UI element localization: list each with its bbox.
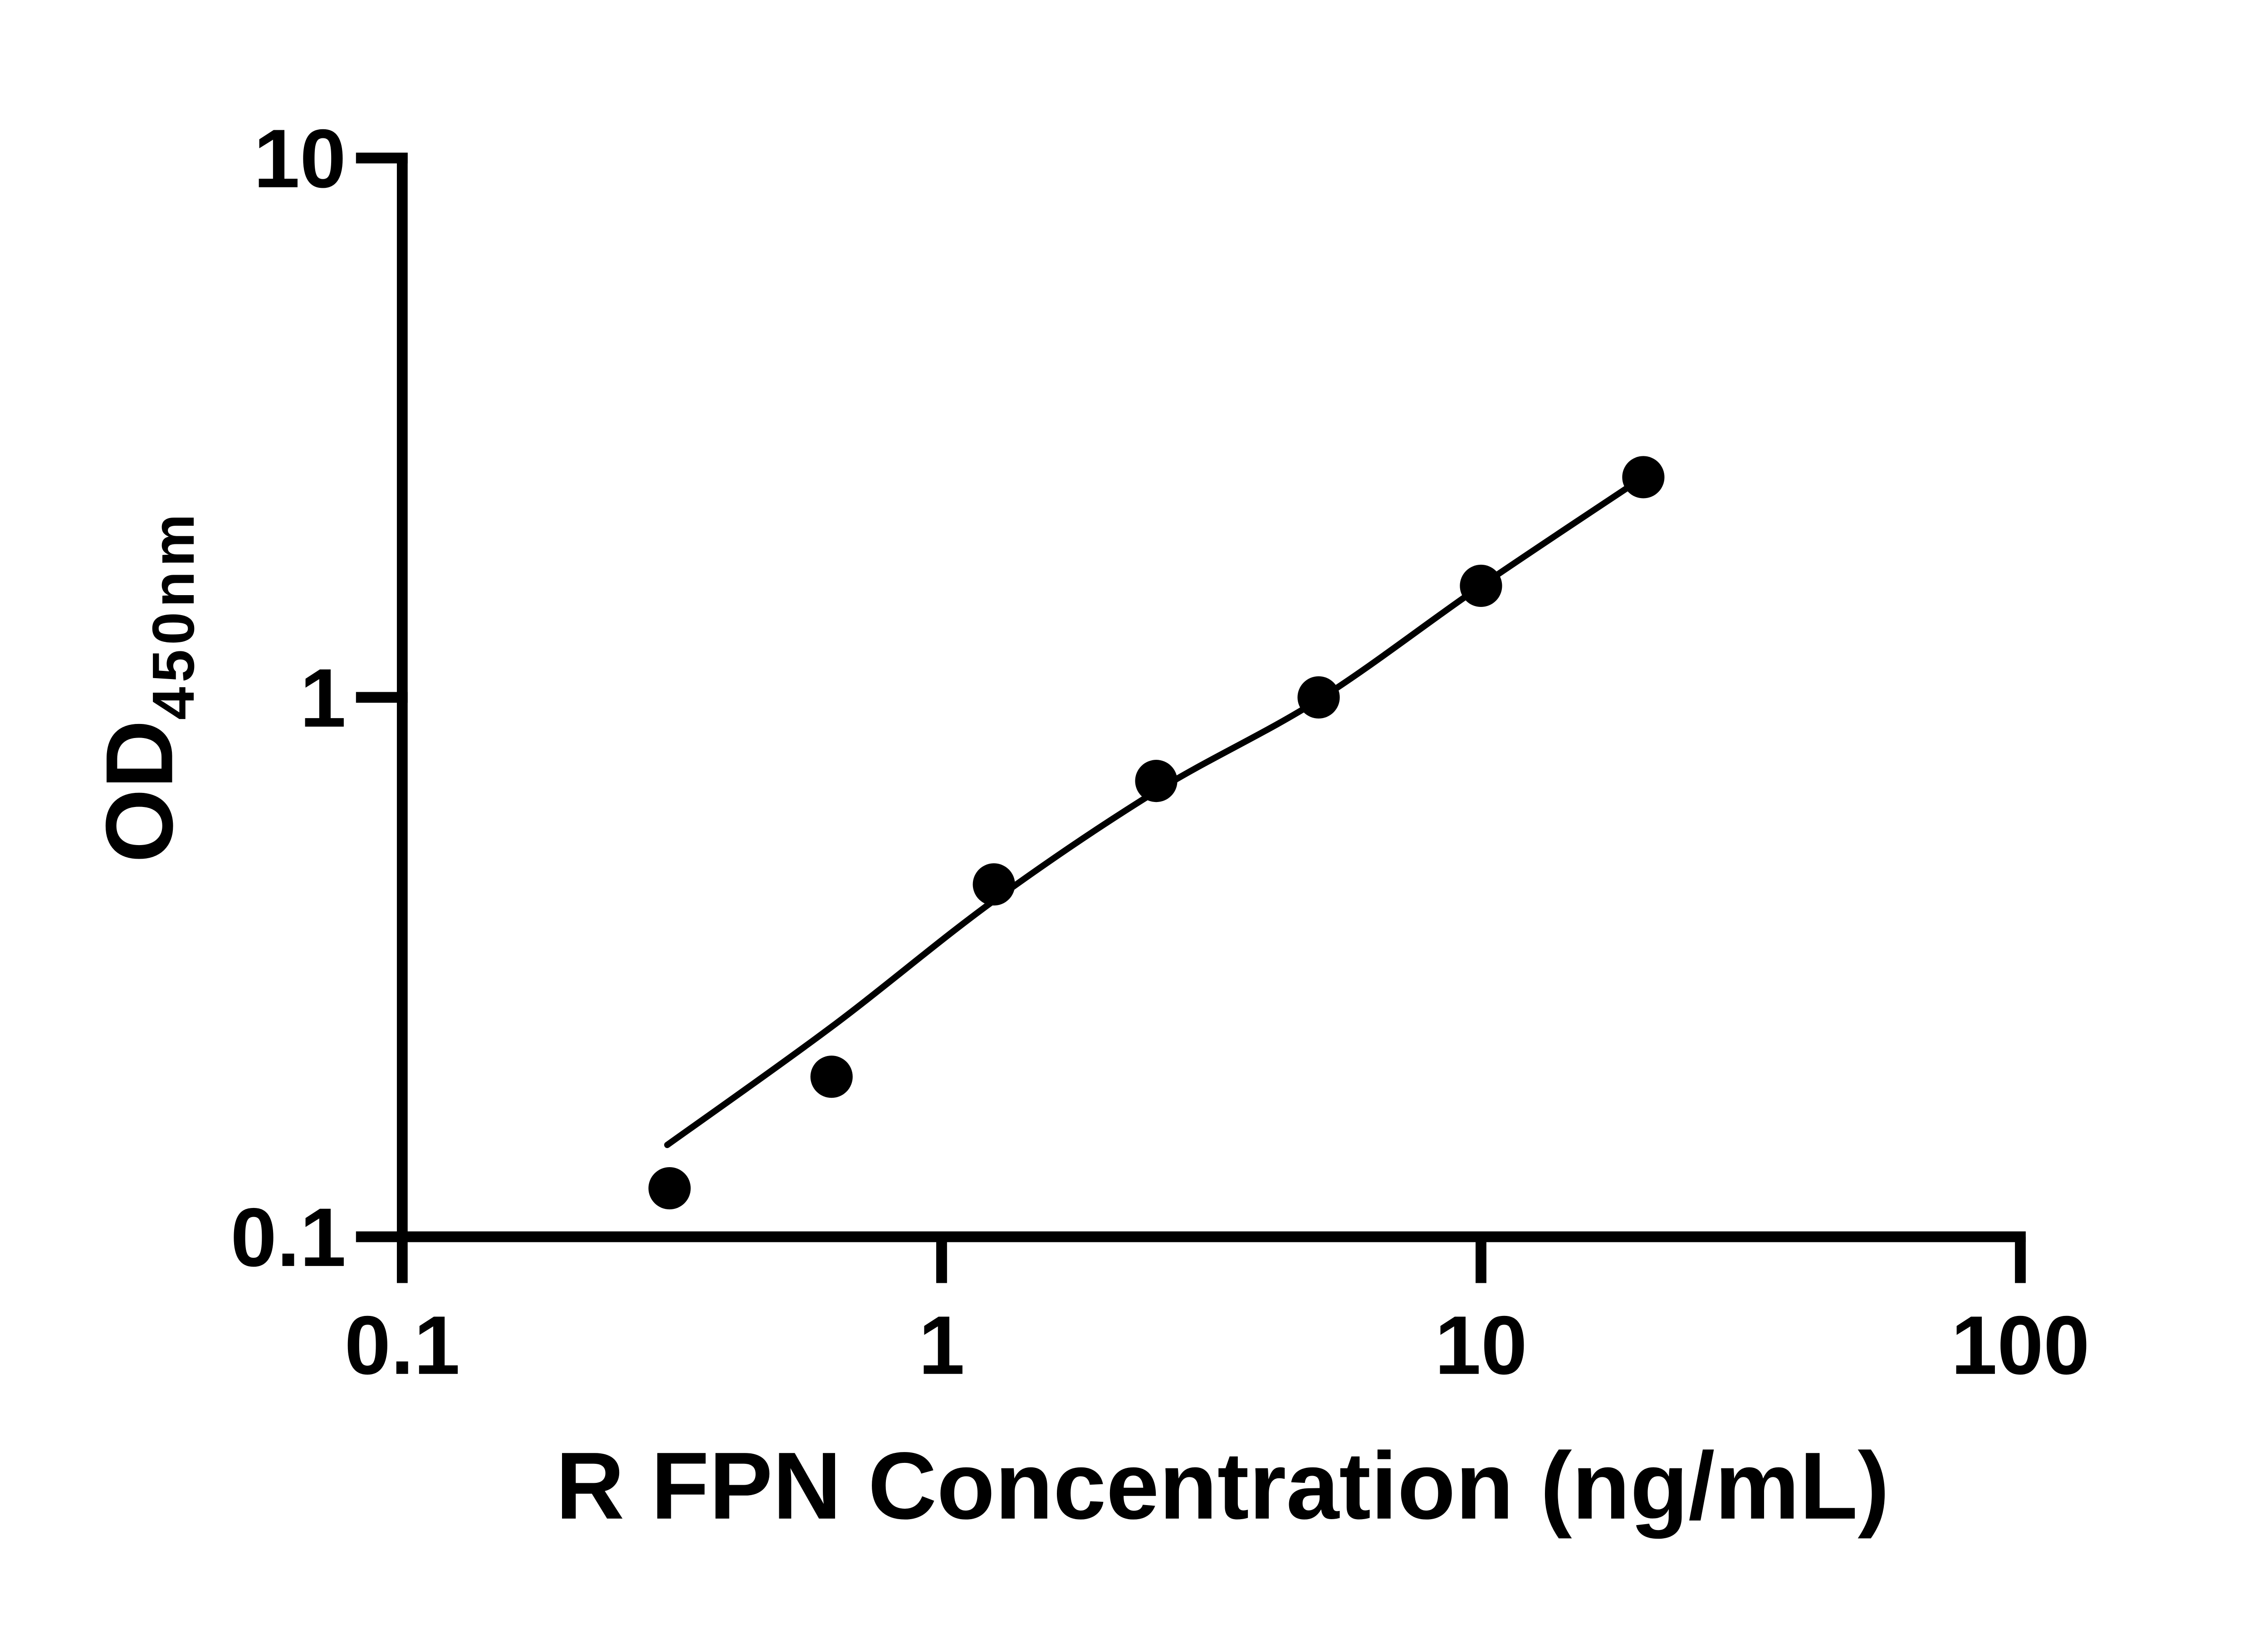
- y-axis-title-main: OD: [86, 720, 193, 863]
- y-axis-title-subscript: 450nm: [140, 509, 206, 720]
- x-axis-title: R FPN Concentration (ng/mL): [556, 1433, 1889, 1539]
- data-point: [810, 1056, 853, 1098]
- data-point: [1297, 676, 1340, 719]
- x-tick-label: 1: [919, 1299, 965, 1392]
- x-tick-label: 0.1: [344, 1299, 460, 1392]
- data-point: [1135, 760, 1178, 802]
- axes: [356, 152, 2026, 1283]
- data-point: [973, 863, 1015, 906]
- data-point: [648, 1167, 691, 1210]
- y-tick-label: 0.1: [230, 1191, 346, 1284]
- data-series: [648, 456, 1665, 1210]
- tick-labels: 0.1 1 10 0.1 1 10 100: [230, 112, 2090, 1392]
- x-tick-label: 100: [1951, 1299, 2090, 1392]
- y-tick-label: 10: [254, 112, 346, 205]
- x-tick-label: 10: [1435, 1299, 1527, 1392]
- y-tick-label: 1: [300, 651, 346, 744]
- y-axis-title: OD450nm: [86, 509, 207, 863]
- data-point: [1622, 456, 1665, 499]
- data-point: [1460, 564, 1502, 607]
